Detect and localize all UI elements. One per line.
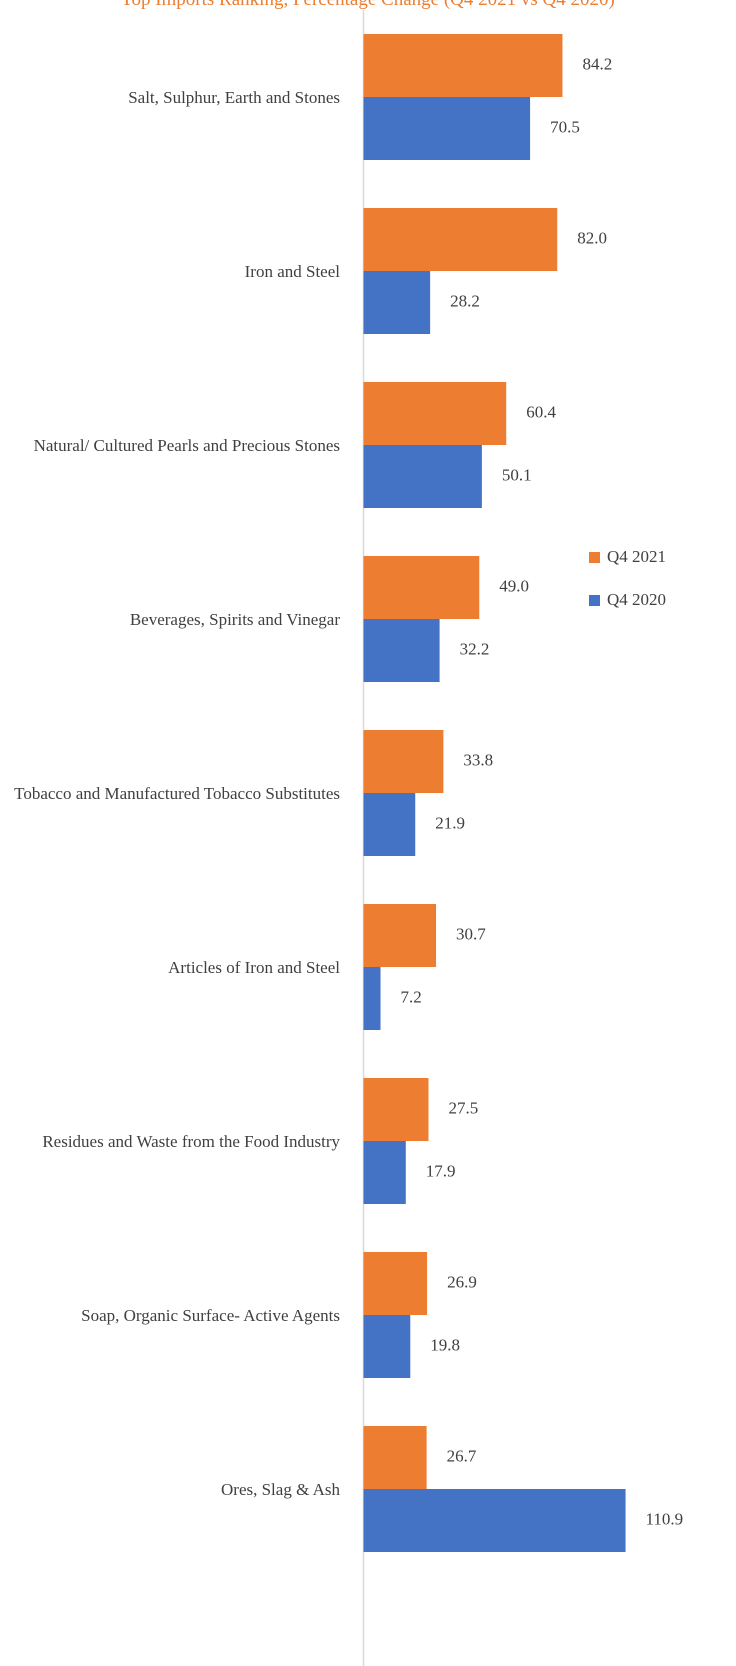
category-label: Articles of Iron and Steel (0, 880, 340, 1054)
bar (363, 208, 558, 271)
value-label: 50.1 (502, 465, 532, 484)
value-label: 7.2 (401, 987, 422, 1006)
category-text: Iron and Steel (244, 261, 340, 281)
value-label: 17.9 (426, 1161, 456, 1180)
category-text: Articles of Iron and Steel (168, 957, 340, 977)
value-label: 26.9 (447, 1272, 477, 1291)
value-label: 60.4 (526, 402, 556, 421)
value-label: 33.8 (463, 750, 493, 769)
category-label: Beverages, Spirits and Vinegar (0, 532, 340, 706)
legend-swatch (589, 552, 600, 563)
value-label: 27.5 (448, 1098, 478, 1117)
category-label: Residues and Waste from the Food Industr… (0, 1054, 340, 1228)
category-text: Salt, Sulphur, Earth and Stones (128, 87, 340, 107)
bar (363, 1141, 406, 1204)
bar (363, 1078, 429, 1141)
value-label: 28.2 (450, 291, 480, 310)
bar (363, 1489, 626, 1552)
bar (363, 793, 416, 856)
category-text: Beverages, Spirits and Vinegar (129, 609, 340, 629)
bar (363, 445, 482, 508)
category-label: Tobacco and Manufactured Tobacco Substit… (0, 706, 340, 880)
bar (363, 967, 381, 1030)
value-label: 49.0 (499, 576, 529, 595)
value-label: 30.7 (456, 924, 486, 943)
bar (363, 1426, 427, 1489)
category-label: Ores, Slag & Ash (0, 1402, 340, 1576)
category-label: Salt, Sulphur, Earth and Stones (0, 10, 340, 184)
value-label: 26.7 (447, 1446, 477, 1465)
category-label: Iron and Steel (0, 184, 340, 358)
category-label: Soap, Organic Surface- Active Agents (0, 1228, 340, 1402)
value-label: 82.0 (577, 228, 607, 247)
bar (363, 904, 437, 967)
value-label: 70.5 (550, 117, 580, 136)
category-label: Natural/ Cultured Pearls and Precious St… (0, 358, 340, 532)
value-label: 110.9 (646, 1509, 684, 1528)
legend-swatch (589, 595, 600, 606)
value-label: 21.9 (435, 813, 465, 832)
bar (363, 97, 531, 160)
value-label: 84.2 (582, 54, 612, 73)
bar (363, 619, 440, 682)
bar (363, 271, 431, 334)
category-text: Natural/ Cultured Pearls and Precious St… (33, 435, 340, 455)
bar (363, 382, 507, 445)
value-label: 32.2 (460, 639, 490, 658)
bar (363, 730, 444, 793)
bar (363, 1252, 428, 1315)
value-label: 19.8 (430, 1335, 460, 1354)
category-text: Residues and Waste from the Food Industr… (42, 1131, 340, 1151)
legend-label: Q4 2021 (607, 547, 666, 566)
bar (363, 556, 480, 619)
bar (363, 34, 563, 97)
category-text: Ores, Slag & Ash (221, 1479, 340, 1499)
chart-title: Top Imports Ranking, Percentage Change (… (0, 0, 736, 11)
category-text: Tobacco and Manufactured Tobacco Substit… (14, 783, 340, 803)
legend-label: Q4 2020 (607, 590, 666, 609)
bar (363, 1315, 411, 1378)
category-text: Soap, Organic Surface- Active Agents (81, 1305, 340, 1325)
